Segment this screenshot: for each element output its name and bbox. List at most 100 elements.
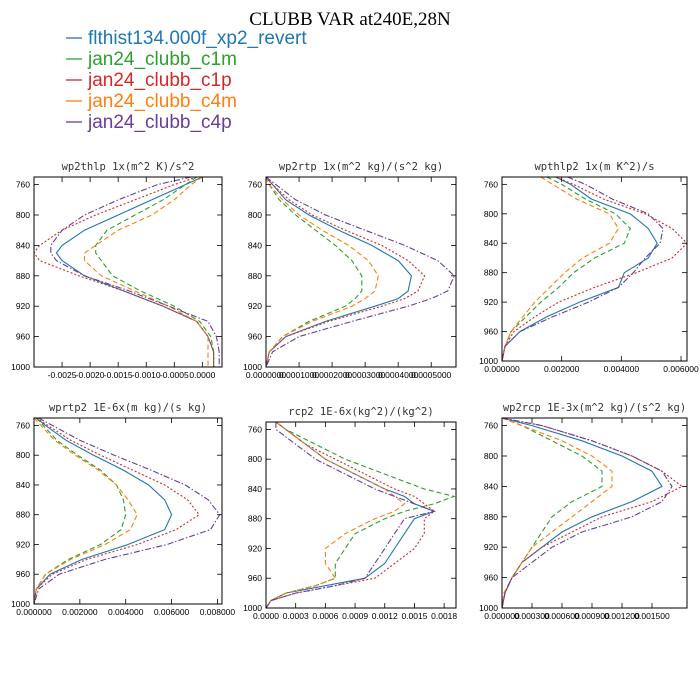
x-tick-label: 0.0003000 (345, 370, 385, 380)
x-tick-label: 0.008000 (200, 607, 236, 617)
series-line (50, 177, 220, 367)
series-line (502, 177, 631, 361)
y-tick-label: 960 (248, 332, 262, 342)
series-line (266, 422, 456, 608)
y-tick-label: 1000 (11, 362, 30, 372)
plot-frame (33, 176, 223, 368)
series-line (266, 177, 379, 367)
y-tick-label: 920 (16, 301, 30, 311)
y-tick-label: 840 (16, 480, 30, 490)
chart-panel: wp2rtp 1x(m^2 kg)/(s^2 kg) 760 800 840 880 92… (243, 161, 457, 380)
y-tick-label: 960 (248, 573, 262, 583)
series-line (83, 177, 209, 367)
x-tick-label: 0.002000 (544, 364, 580, 374)
series-line (55, 177, 215, 367)
y-tick-label: 880 (484, 268, 498, 278)
legend-item: jan24_clubb_c1p (87, 70, 232, 91)
x-tick-label: -0.0020 (76, 370, 105, 380)
y-tick-label: 1000 (11, 599, 30, 609)
series-line (502, 418, 603, 608)
x-tick-label: 0.0000 (189, 370, 215, 380)
y-tick-label: 840 (484, 238, 498, 248)
chart-panel: wprtp2 1E-6x(m kg)/(s kg) 760 800 840 880 920… (11, 402, 235, 617)
legend-item: jan24_clubb_c1m (87, 49, 237, 70)
plot-frame (33, 417, 223, 605)
x-tick-label: -0.0025 (48, 370, 77, 380)
y-tick-label: 880 (248, 514, 262, 524)
y-tick-label: 880 (16, 271, 30, 281)
x-tick-label: 0.0003 (283, 611, 309, 621)
x-tick-label: 0.000600 (544, 611, 580, 621)
series-line (266, 177, 426, 367)
y-tick-label: 800 (16, 210, 30, 220)
x-tick-label: 0.0018 (431, 611, 457, 621)
x-tick-label: 0.000000 (484, 364, 520, 374)
x-tick-label: 0.0009 (342, 611, 368, 621)
x-tick-label: 0.006000 (154, 607, 190, 617)
series-line (34, 418, 138, 604)
x-tick-label: 0.0005000 (411, 370, 451, 380)
x-tick-label: 0.0012 (372, 611, 398, 621)
panel-title: wp2thlp 1x(m^2 K)/s^2 (62, 161, 195, 173)
plot-frame (501, 176, 688, 362)
plot-frame (265, 176, 457, 368)
x-tick-label: 0.001500 (634, 611, 670, 621)
series-line (95, 177, 215, 367)
series-line (266, 177, 455, 367)
y-tick-label: 840 (248, 484, 262, 494)
y-tick-label: 840 (16, 240, 30, 250)
y-tick-label: 880 (16, 510, 30, 520)
x-tick-label: 0.001200 (604, 611, 640, 621)
y-tick-label: 880 (248, 271, 262, 281)
legend-item: jan24_clubb_c4p (87, 112, 232, 133)
y-tick-label: 1000 (479, 603, 498, 613)
y-tick-label: 920 (248, 301, 262, 311)
series-line (502, 177, 658, 361)
y-tick-label: 960 (16, 332, 30, 342)
legend: flthist134.000f_xp2_revertjan24_clubb_c1… (66, 28, 307, 133)
y-tick-label: 800 (484, 451, 498, 461)
series-line (502, 418, 684, 608)
x-tick-label: 0.0001000 (279, 370, 319, 380)
plot-frame (265, 421, 457, 609)
panel-title: rcp2 1E-6x(kg^2)/(kg^2) (288, 406, 433, 418)
series-line (502, 418, 673, 608)
panel-title: wp2rtp 1x(m^2 kg)/(s^2 kg) (279, 161, 443, 173)
y-tick-label: 760 (248, 424, 262, 434)
panels: wp2thlp 1x(m^2 K)/s^2 760 800 840 880 920 960 1… (11, 161, 699, 621)
series-line (266, 422, 436, 608)
series-line (34, 418, 221, 604)
series-line (266, 422, 437, 608)
x-tick-label: 0.000000 (484, 611, 520, 621)
x-tick-label: 0.006000 (663, 364, 699, 374)
chart-panel: rcp2 1E-6x(kg^2)/(kg^2) 760 800 840 880 920 96… (243, 406, 457, 621)
plot-frame (501, 417, 688, 609)
y-tick-label: 920 (484, 542, 498, 552)
series-line (34, 177, 215, 367)
y-tick-label: 840 (484, 481, 498, 491)
x-tick-label: 0.0002000 (312, 370, 352, 380)
series-line (502, 177, 687, 361)
series-line (502, 177, 620, 361)
figure-title: CLUBB VAR at240E,28N (249, 9, 451, 30)
y-tick-label: 800 (248, 454, 262, 464)
y-tick-label: 800 (484, 209, 498, 219)
y-tick-label: 760 (16, 180, 30, 190)
y-tick-label: 920 (16, 539, 30, 549)
panel-title: wprtp2 1E-6x(m kg)/(s kg) (49, 402, 207, 414)
y-tick-label: 760 (16, 420, 30, 430)
x-tick-label: -0.0010 (132, 370, 161, 380)
panel-title: wpthlp2 1x(m K^2)/s (534, 161, 654, 173)
y-tick-label: 840 (248, 240, 262, 250)
x-tick-label: 0.0006 (312, 611, 338, 621)
x-tick-label: 0.0015 (401, 611, 427, 621)
x-tick-label: 0.002000 (62, 607, 98, 617)
y-tick-label: 960 (484, 327, 498, 337)
x-tick-label: 0.0004000 (378, 370, 418, 380)
y-tick-label: 1000 (243, 362, 262, 372)
y-tick-label: 760 (484, 421, 498, 431)
x-tick-label: 0.004000 (108, 607, 144, 617)
y-tick-label: 960 (484, 573, 498, 583)
chart-panel: wp2rcp 1E-3x(m^2 kg)/(s^2 kg) 760 800 840 88… (479, 402, 688, 621)
